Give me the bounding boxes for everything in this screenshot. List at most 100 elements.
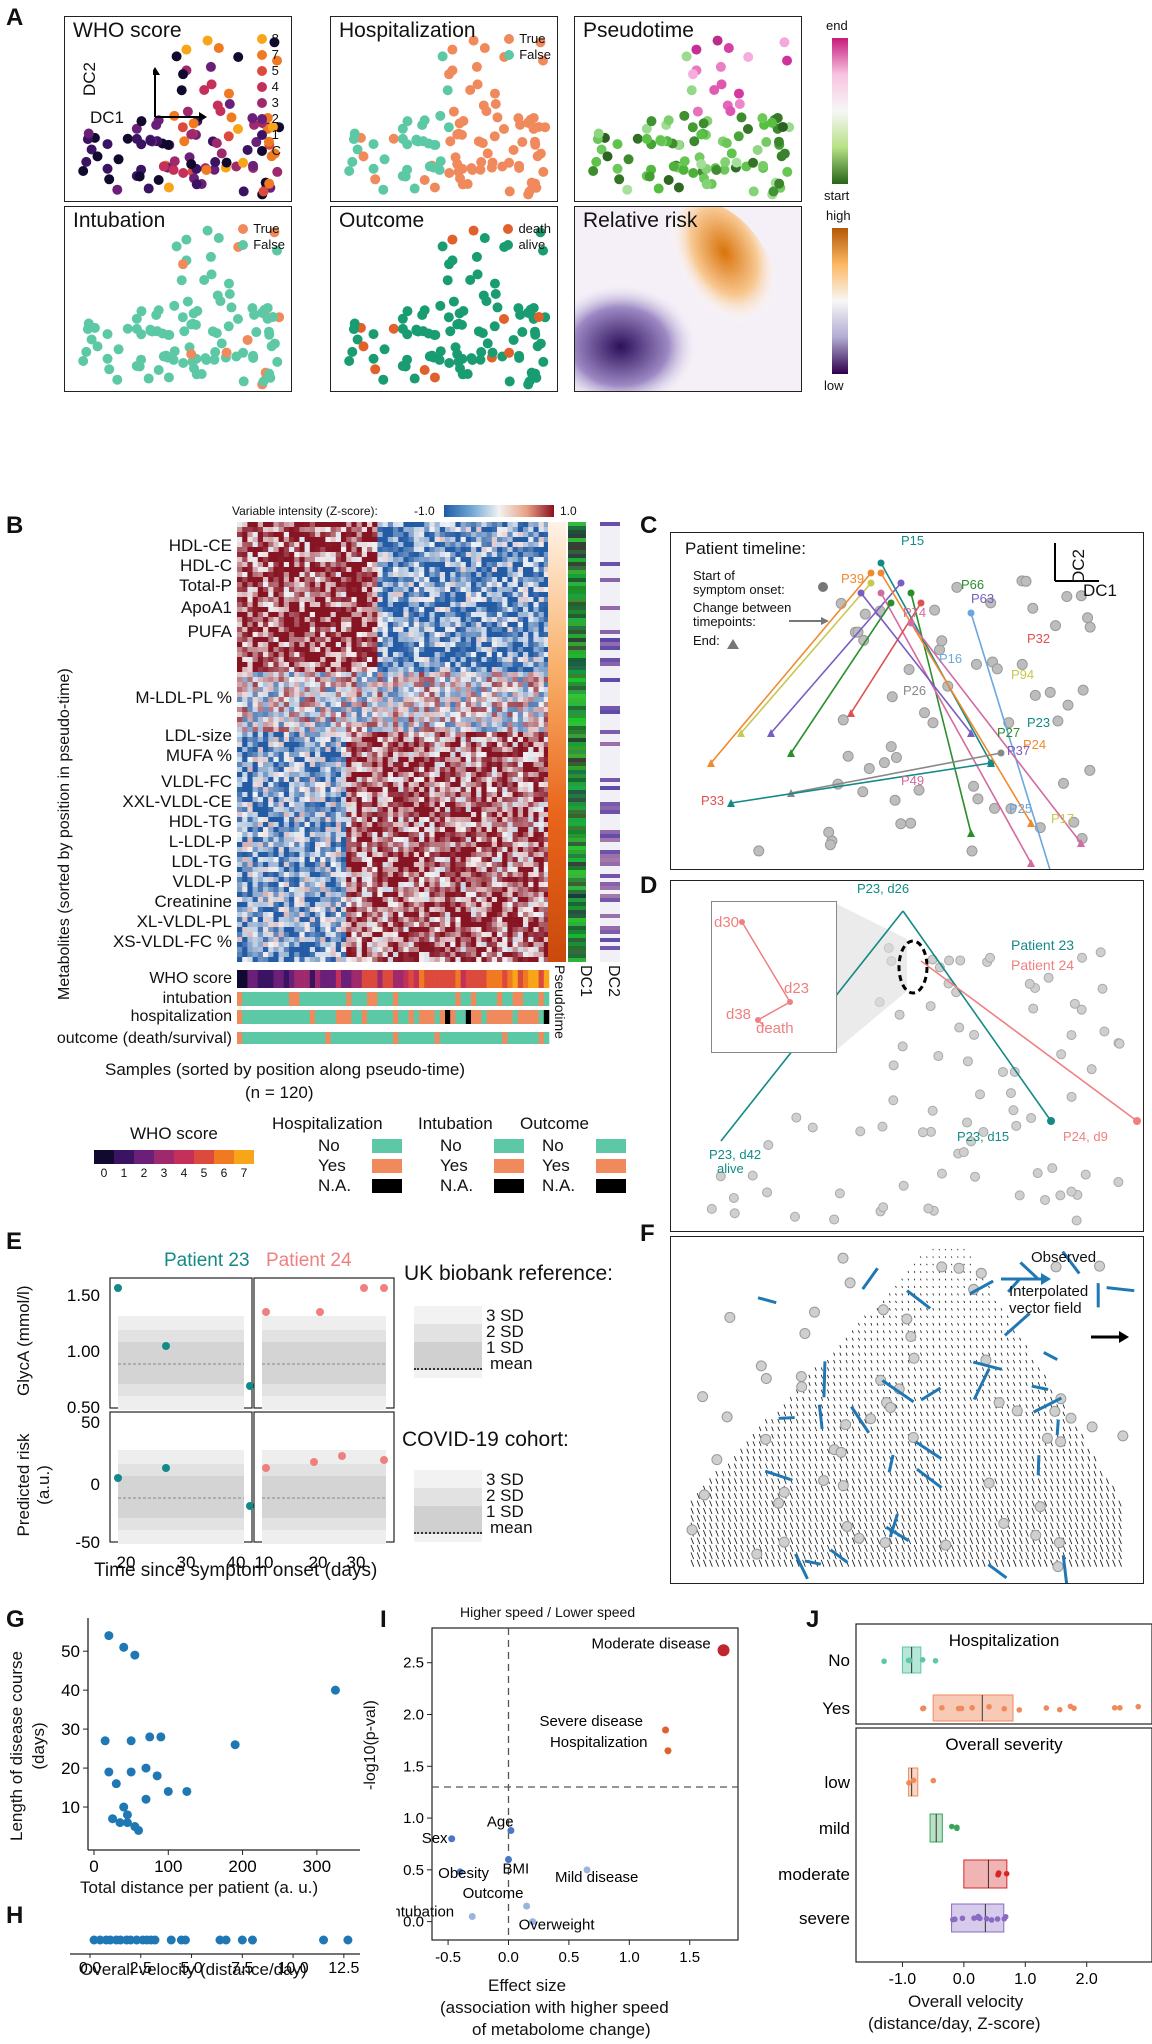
- a-point: [715, 61, 726, 72]
- a-point: [347, 346, 358, 357]
- a-point: [397, 313, 408, 324]
- b-metabolite-label: HDL-CE: [168, 536, 232, 555]
- a-point: [465, 275, 476, 286]
- f-point: [721, 1411, 733, 1423]
- a-point: [368, 163, 379, 174]
- a-point: [538, 245, 549, 256]
- f-point: [844, 1277, 856, 1289]
- b-colorbar-label: Variable intensity (Z-score):: [232, 504, 378, 518]
- e-ref-item: mean: [490, 1518, 533, 1537]
- f-point: [818, 1474, 830, 1486]
- a-point: [136, 306, 147, 317]
- a-point: [489, 131, 500, 142]
- g-point: [163, 1786, 173, 1796]
- a-point: [719, 164, 730, 175]
- d-point: [970, 1171, 981, 1182]
- a-legend-label: 8: [271, 31, 279, 46]
- a-point: [131, 123, 142, 134]
- i-ytick: 2.0: [403, 1707, 424, 1724]
- a-point: [145, 135, 156, 146]
- a-point: [481, 296, 492, 307]
- b-metabolite-label: M-LDL-PL %: [135, 688, 232, 707]
- a-point: [517, 327, 528, 338]
- d-inset-d38: d38: [726, 1006, 752, 1023]
- a-point: [444, 358, 455, 369]
- a-point: [177, 122, 188, 133]
- b-who-legend-cell: 6: [214, 1150, 234, 1180]
- a-point: [352, 334, 363, 345]
- a-point: [102, 353, 113, 364]
- i-xlabel: Effect size: [488, 1976, 567, 1995]
- b-metabolite-label: XXL-VLDL-CE: [122, 792, 232, 811]
- b-metabolite-label: HDL-C: [180, 556, 232, 575]
- g-point: [145, 1732, 155, 1742]
- a-point: [264, 178, 275, 189]
- a-legend-dot: [256, 50, 267, 60]
- f-point: [840, 1419, 852, 1431]
- a-legend-dot: [503, 224, 514, 234]
- a-point: [752, 144, 763, 155]
- d-point: [985, 952, 996, 963]
- c-point: [863, 763, 875, 775]
- a-point: [223, 131, 234, 142]
- c-point: [1005, 803, 1017, 815]
- f-point: [907, 1431, 919, 1443]
- a-point: [233, 51, 244, 62]
- a-point: [419, 175, 430, 186]
- a-point: [186, 349, 197, 360]
- f-point: [998, 1517, 1010, 1529]
- a-point: [508, 144, 519, 155]
- a-point: [687, 122, 698, 133]
- a-point: [504, 186, 515, 197]
- b-who-swatch: [154, 1150, 174, 1164]
- i-point-label: Outcome: [463, 1885, 524, 1902]
- a-point: [777, 121, 788, 132]
- a-point: [223, 321, 234, 332]
- a-point: [168, 164, 179, 175]
- d-point: [1099, 1026, 1110, 1037]
- d-point: [878, 1202, 889, 1213]
- a-legend-label: False: [253, 237, 285, 252]
- a-point: [443, 312, 454, 323]
- d-point: [943, 978, 954, 989]
- a-point: [131, 133, 142, 144]
- g-ytick: 10: [61, 1798, 80, 1817]
- a-point: [663, 175, 674, 186]
- b-metabolite-label: L-LDL-P: [168, 832, 232, 851]
- f-point: [835, 1446, 847, 1458]
- b-who-tick: 1: [120, 1166, 128, 1180]
- c-point: [951, 581, 963, 593]
- a-point: [409, 183, 420, 194]
- g-point: [330, 1685, 340, 1695]
- a-point: [711, 165, 722, 176]
- a-point: [419, 365, 430, 376]
- d-point: [855, 1126, 866, 1137]
- g-point: [182, 1786, 192, 1796]
- a-point: [533, 121, 544, 132]
- i-point-label: Overweight: [519, 1917, 596, 1934]
- a-point: [498, 314, 509, 325]
- b-cat-legend-item: No: [542, 1136, 564, 1155]
- a-point: [179, 136, 190, 147]
- a-point: [757, 113, 768, 124]
- d-legend-p24: Patient 24: [1011, 957, 1075, 973]
- f-point: [879, 1537, 891, 1549]
- a-point: [782, 55, 793, 66]
- d-point: [791, 1112, 802, 1123]
- d-point: [834, 1188, 845, 1199]
- j-xtick: 1.0: [1014, 1971, 1036, 1988]
- e-patient23: Patient 23: [164, 1250, 250, 1271]
- f-point: [778, 1536, 790, 1548]
- a-point: [641, 133, 652, 144]
- a-point: [688, 168, 699, 179]
- b-who-tick: 0: [100, 1166, 108, 1180]
- a-point: [504, 347, 515, 358]
- a-point: [211, 328, 222, 339]
- a-point: [465, 85, 476, 96]
- b-colorbar: [444, 505, 554, 517]
- a-legend-label: 7: [271, 47, 279, 62]
- i-xtick: 1.0: [619, 1949, 640, 1966]
- g-ytick: 50: [61, 1642, 80, 1661]
- b-cat-legend-item: No: [318, 1136, 340, 1155]
- a-point: [226, 112, 237, 123]
